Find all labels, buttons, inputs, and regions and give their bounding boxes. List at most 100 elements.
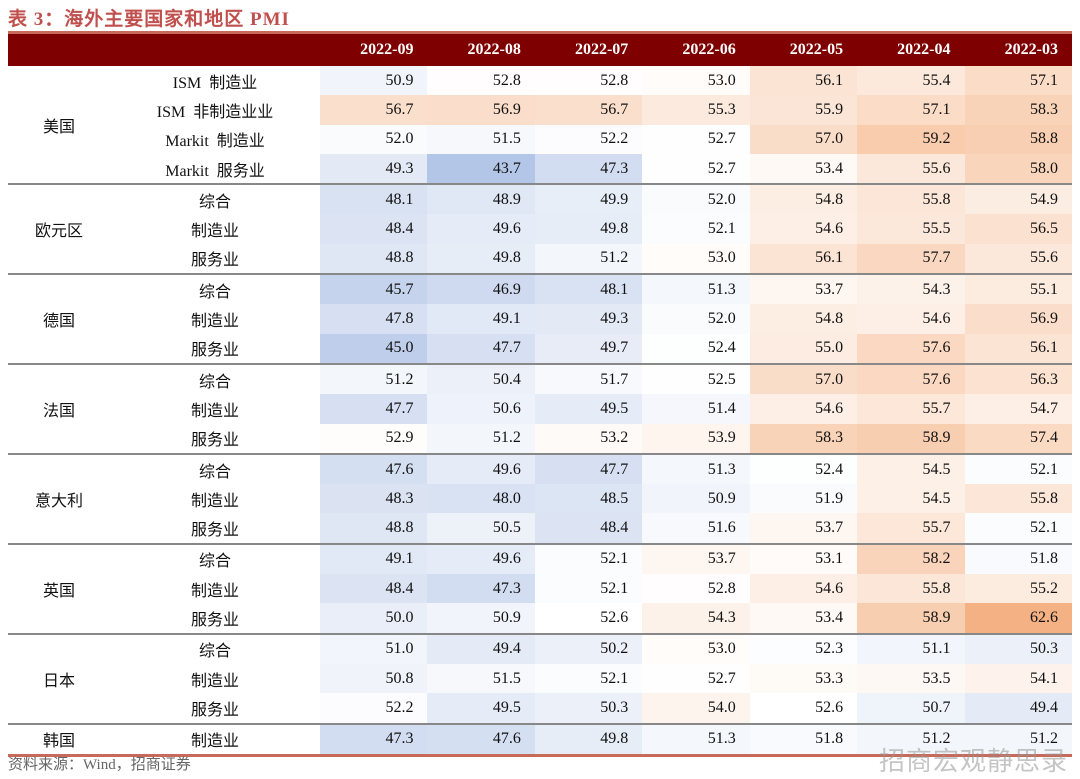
pmi-cell: 57.6	[857, 333, 965, 364]
indicator-label: 制造业	[191, 402, 240, 420]
pmi-cell: 51.8	[964, 542, 1072, 575]
pmi-cell: 57.4	[964, 423, 1072, 454]
pmi-cell: 55.4	[857, 66, 965, 96]
pmi-cell: 53.5	[857, 663, 965, 694]
pmi-cell: 51.2	[964, 722, 1072, 757]
table-row: 德国 综合 45.7 46.9 48.1 51.3 53.7 54.3 55.1	[8, 273, 1072, 364]
pmi-cell: 55.6	[857, 153, 965, 185]
pmi-cell: 51.2	[534, 243, 643, 275]
indicator-label: 服务业	[191, 701, 240, 719]
table-row: 服务业 48.8 49.8 51.2 53.0 56.1 57.7 55.6	[8, 243, 1072, 275]
pmi-cell: 48.4	[320, 214, 428, 244]
pmi-cell: 52.1	[964, 452, 1072, 485]
pmi-cell: 54.3	[857, 273, 965, 305]
pmi-cell: 52.1	[534, 663, 643, 694]
pmi-cell: 48.1	[534, 273, 643, 305]
table-row: Markit 服务业 49.3 43.7 47.3 52.7 53.4 55.6 58.0	[8, 153, 1072, 185]
pmi-cell: 46.9	[427, 273, 535, 305]
indicator-label: 服务业	[191, 522, 240, 540]
pmi-cell: 51.3	[642, 722, 750, 757]
pmi-cell: 52.7	[642, 124, 750, 154]
table-row: ISM 非制造业业 56.7 56.9 56.7 55.3 55.9 57.1 58.3	[8, 95, 1072, 125]
pmi-cell: 55.1	[964, 273, 1072, 305]
pmi-cell: 56.1	[964, 333, 1072, 364]
table-row: 英国 综合 49.1 49.6 52.1 53.7 53.1 58.2 51.8	[8, 542, 1072, 634]
pmi-cell: 51.1	[857, 632, 965, 664]
table-row: Markit 制造业 52.0 51.5 52.2 52.7 57.0 59.2 58.8	[8, 124, 1072, 154]
pmi-cell: 55.2	[964, 574, 1072, 604]
indicator-label: 综合	[110, 452, 321, 485]
pmi-cell: 54.0	[642, 693, 750, 724]
pmi-cell: 58.9	[857, 423, 965, 454]
pmi-cell: 49.6	[427, 452, 535, 485]
pmi-cell: 56.5	[964, 214, 1072, 244]
pmi-cell: 45.7	[320, 273, 428, 305]
source-note: 资料来源：Wind，招商证券	[8, 757, 191, 773]
pmi-cell: 50.0	[320, 603, 428, 634]
table-row: 制造业 47.7 50.6 49.5 51.4 54.6 55.7 54.7	[8, 394, 1072, 424]
pmi-cell: 47.7	[427, 333, 535, 364]
indicator-label: 综合	[110, 632, 321, 664]
table-title: 表 3：海外主要国家和地区 PMI	[8, 9, 290, 30]
pmi-cell: 45.0	[320, 333, 428, 364]
pmi-cell: 55.9	[749, 95, 858, 125]
indicator-label: 综合	[110, 362, 321, 395]
pmi-cell: 52.7	[642, 663, 750, 694]
pmi-cell: 52.2	[320, 693, 428, 724]
pmi-cell: 49.8	[427, 243, 535, 275]
pmi-cell: 51.2	[320, 362, 428, 395]
pmi-cell: 56.7	[320, 95, 428, 125]
pmi-cell: 57.1	[964, 66, 1072, 96]
column-header: 2022-08	[427, 31, 535, 66]
pmi-cell: 49.5	[534, 394, 643, 424]
pmi-cell: 53.7	[749, 513, 858, 544]
indicator-label: 制造业	[191, 492, 240, 510]
table-row: 制造业 47.8 49.1 49.3 52.0 54.8 54.6 56.9	[8, 304, 1072, 334]
pmi-cell: 52.8	[642, 574, 750, 604]
pmi-cell: 51.3	[642, 273, 750, 305]
pmi-cell: 54.6	[857, 304, 965, 334]
column-header: 2022-07	[534, 31, 643, 66]
pmi-cell: 49.9	[534, 183, 643, 215]
pmi-cell: 55.6	[964, 243, 1072, 275]
indicator-label: 综合	[110, 542, 321, 575]
header-row: 2022-09 2022-08 2022-07 2022-06 2022-05 2022-…	[8, 31, 1072, 66]
table-row: 服务业 45.0 47.7 49.7 52.4 55.0 57.6 56.1	[8, 333, 1072, 364]
pmi-cell: 51.2	[857, 722, 965, 757]
pmi-cell: 54.9	[964, 183, 1072, 215]
pmi-cell: 49.3	[534, 304, 643, 334]
indicator-label: ISM 非制造业业	[156, 103, 274, 121]
pmi-cell: 58.3	[964, 95, 1072, 125]
pmi-cell: 52.2	[534, 124, 643, 154]
column-header: 2022-06	[642, 31, 750, 66]
pmi-cell: 49.6	[427, 542, 535, 575]
indicator-label: 制造业	[110, 722, 321, 757]
pmi-cell: 54.6	[749, 214, 858, 244]
pmi-cell: 51.2	[427, 423, 535, 454]
pmi-cell: 47.7	[534, 452, 643, 485]
pmi-cell: 48.3	[320, 484, 428, 514]
column-header: 2022-09	[320, 31, 428, 66]
pmi-cell: 51.5	[427, 124, 535, 154]
pmi-cell: 53.3	[749, 663, 858, 694]
pmi-cell: 47.8	[320, 304, 428, 334]
pmi-cell: 58.8	[964, 124, 1072, 154]
pmi-cell: 49.4	[964, 693, 1072, 724]
pmi-cell: 56.9	[427, 95, 535, 125]
pmi-cell: 62.6	[964, 603, 1072, 634]
pmi-cell: 55.3	[642, 95, 750, 125]
pmi-cell: 48.8	[320, 243, 428, 275]
table-row: 制造业 48.4 47.3 52.1 52.8 54.6 55.8 55.2	[8, 574, 1072, 604]
indicator-label: 服务业	[191, 342, 240, 360]
pmi-cell: 54.1	[964, 663, 1072, 694]
pmi-cell: 51.4	[642, 394, 750, 424]
pmi-cell: 51.6	[642, 513, 750, 544]
pmi-cell: 53.0	[642, 243, 750, 275]
pmi-cell: 49.7	[534, 333, 643, 364]
pmi-cell: 57.6	[857, 362, 965, 395]
pmi-cell: 48.8	[320, 513, 428, 544]
pmi-cell: 55.8	[964, 484, 1072, 514]
pmi-cell: 52.1	[964, 513, 1072, 544]
pmi-cell: 51.8	[749, 722, 858, 757]
pmi-cell: 50.9	[320, 66, 428, 96]
